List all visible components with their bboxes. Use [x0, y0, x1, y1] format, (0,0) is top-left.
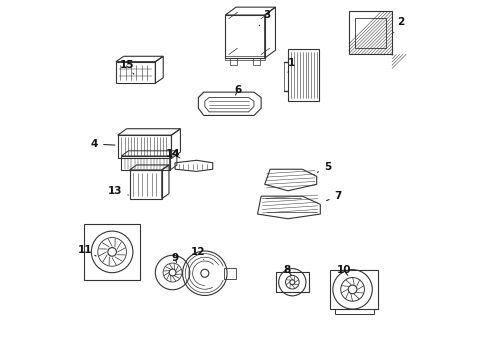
- Text: 1: 1: [288, 58, 295, 72]
- Text: 4: 4: [91, 139, 115, 149]
- Text: 15: 15: [120, 60, 134, 74]
- Text: 14: 14: [166, 149, 181, 159]
- Text: 9: 9: [172, 253, 179, 263]
- Text: 3: 3: [259, 10, 270, 26]
- Text: 8: 8: [284, 265, 292, 275]
- Text: 7: 7: [326, 191, 342, 201]
- Text: 10: 10: [336, 265, 351, 275]
- Text: 2: 2: [393, 17, 405, 32]
- Text: 12: 12: [191, 247, 206, 260]
- Text: 5: 5: [318, 162, 331, 172]
- Text: 11: 11: [77, 245, 96, 256]
- Text: 13: 13: [108, 186, 128, 196]
- Text: 6: 6: [234, 85, 242, 95]
